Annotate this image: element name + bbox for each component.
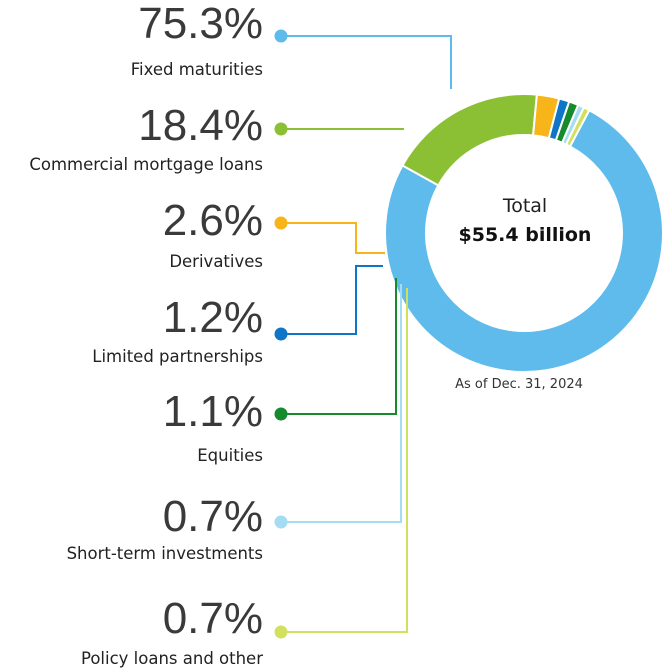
category-label-fixed-maturities: Fixed maturities bbox=[131, 60, 263, 79]
leader-line-short-term-investments bbox=[287, 284, 402, 523]
category-label-commercial-mortgage-loans: Commercial mortgage loans bbox=[29, 155, 263, 174]
leader-line-fixed-maturities bbox=[287, 35, 452, 89]
donut-slices bbox=[384, 93, 664, 373]
category-label-policy-loans-and-other: Policy loans and other bbox=[81, 649, 263, 668]
leader-line-derivatives bbox=[287, 222, 385, 254]
category-label-short-term-investments: Short-term investments bbox=[67, 544, 263, 563]
slice-commercial-mortgage-loans bbox=[401, 93, 538, 187]
percent-label-commercial-mortgage-loans: 18.4% bbox=[138, 101, 263, 150]
leader-line-equities bbox=[287, 278, 397, 415]
marker-dot-short-term-investments bbox=[274, 515, 288, 529]
category-label-equities: Equities bbox=[197, 446, 263, 465]
percent-label-policy-loans-and-other: 0.7% bbox=[163, 594, 263, 643]
category-label-limited-partnerships: Limited partnerships bbox=[92, 347, 263, 366]
slice-policy-loans-and-other bbox=[564, 106, 591, 148]
as-of-date-note: As of Dec. 31, 2024 bbox=[455, 377, 583, 392]
marker-dot-equities bbox=[274, 407, 288, 421]
percent-label-short-term-investments: 0.7% bbox=[163, 492, 263, 541]
slice-labels: 75.3% Fixed maturities 18.4% Commercial mor… bbox=[29, 0, 288, 668]
marker-dot-commercial-mortgage-loans bbox=[274, 122, 288, 136]
marker-dot-derivatives bbox=[274, 216, 288, 230]
category-label-derivatives: Derivatives bbox=[169, 252, 263, 271]
marker-dot-fixed-maturities bbox=[274, 29, 288, 43]
marker-dot-limited-partnerships bbox=[274, 327, 288, 341]
slice-fixed-maturities bbox=[384, 108, 664, 373]
leader-line-limited-partnerships bbox=[287, 265, 383, 335]
center-total-value: $55.4 billion bbox=[459, 224, 592, 246]
percent-label-equities: 1.1% bbox=[163, 387, 263, 436]
percent-label-limited-partnerships: 1.2% bbox=[163, 293, 263, 342]
percent-label-derivatives: 2.6% bbox=[163, 196, 263, 245]
leader-lines bbox=[287, 35, 452, 633]
marker-dot-policy-loans-and-other bbox=[274, 625, 288, 639]
center-total-label: Total bbox=[502, 195, 547, 217]
leader-line-policy-loans-and-other bbox=[287, 288, 408, 633]
percent-label-fixed-maturities: 75.3% bbox=[138, 0, 263, 48]
